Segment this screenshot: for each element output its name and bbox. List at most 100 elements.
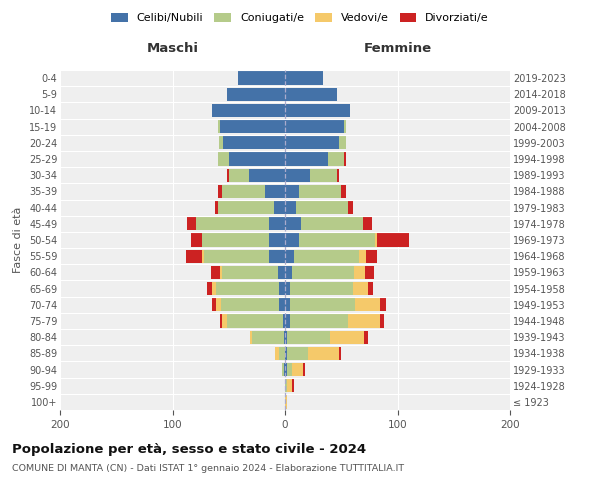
Bar: [285, 185, 299, 198]
Bar: [284, 330, 285, 344]
Bar: [212, 104, 285, 117]
Bar: [285, 201, 348, 214]
Bar: [285, 88, 337, 101]
Bar: [285, 234, 375, 246]
Bar: [202, 250, 285, 263]
Bar: [227, 88, 285, 101]
Bar: [250, 330, 285, 344]
Bar: [285, 104, 350, 117]
Bar: [280, 282, 285, 295]
Bar: [285, 298, 355, 312]
Bar: [275, 346, 285, 360]
Bar: [187, 217, 285, 230]
Bar: [218, 120, 285, 134]
Bar: [285, 152, 328, 166]
Bar: [285, 330, 330, 344]
Bar: [285, 266, 374, 279]
Bar: [285, 314, 380, 328]
Bar: [229, 168, 285, 182]
Bar: [285, 136, 346, 149]
Bar: [222, 314, 285, 328]
Bar: [196, 217, 285, 230]
Text: Popolazione per età, sesso e stato civile - 2024: Popolazione per età, sesso e stato civil…: [12, 442, 366, 456]
Bar: [285, 266, 353, 279]
Bar: [285, 88, 337, 101]
Bar: [212, 282, 285, 295]
Bar: [285, 250, 377, 263]
Bar: [208, 282, 285, 295]
Bar: [285, 72, 323, 85]
Y-axis label: Fasce di età: Fasce di età: [13, 207, 23, 273]
Bar: [285, 217, 362, 230]
Bar: [212, 104, 285, 117]
Bar: [278, 266, 285, 279]
Bar: [269, 234, 285, 246]
Bar: [238, 72, 285, 85]
Bar: [285, 185, 346, 198]
Legend: Celibi/Nubili, Coniugati/e, Vedovi/e, Divorziati/e: Celibi/Nubili, Coniugati/e, Vedovi/e, Di…: [107, 8, 493, 28]
Bar: [285, 168, 339, 182]
Bar: [249, 168, 285, 182]
Bar: [227, 168, 285, 182]
Bar: [285, 217, 362, 230]
Bar: [202, 234, 285, 246]
Bar: [285, 250, 359, 263]
Bar: [227, 88, 285, 101]
Bar: [285, 168, 310, 182]
Bar: [229, 168, 285, 182]
Bar: [285, 168, 337, 182]
Text: Maschi: Maschi: [146, 42, 199, 56]
Bar: [218, 152, 285, 166]
Bar: [275, 346, 285, 360]
Bar: [221, 298, 285, 312]
Bar: [218, 136, 285, 149]
Bar: [285, 88, 337, 101]
Bar: [269, 250, 285, 263]
Bar: [212, 298, 285, 312]
Bar: [218, 152, 285, 166]
Bar: [285, 152, 346, 166]
Bar: [238, 72, 285, 85]
Bar: [212, 104, 285, 117]
Bar: [253, 330, 285, 344]
Bar: [285, 234, 377, 246]
Bar: [285, 201, 348, 214]
Bar: [220, 120, 285, 134]
Bar: [250, 330, 285, 344]
Bar: [285, 120, 346, 134]
Bar: [285, 330, 287, 344]
Bar: [227, 88, 285, 101]
Bar: [285, 152, 343, 166]
Bar: [285, 136, 339, 149]
Bar: [285, 266, 365, 279]
Bar: [281, 363, 285, 376]
Bar: [285, 266, 292, 279]
Bar: [285, 217, 371, 230]
Bar: [269, 217, 285, 230]
Bar: [285, 120, 346, 134]
Bar: [285, 314, 384, 328]
Bar: [285, 363, 287, 376]
Bar: [285, 234, 409, 246]
Bar: [285, 234, 299, 246]
Bar: [285, 282, 353, 295]
Bar: [285, 298, 290, 312]
Bar: [285, 282, 368, 295]
Bar: [285, 136, 346, 149]
Bar: [285, 201, 353, 214]
Bar: [285, 185, 341, 198]
Bar: [285, 104, 350, 117]
Bar: [285, 314, 348, 328]
Bar: [285, 346, 287, 360]
Bar: [285, 88, 337, 101]
Bar: [285, 330, 364, 344]
Bar: [285, 396, 287, 408]
Bar: [285, 250, 366, 263]
Bar: [285, 396, 287, 408]
Bar: [218, 136, 285, 149]
Bar: [285, 298, 386, 312]
Bar: [281, 363, 285, 376]
Bar: [265, 185, 285, 198]
Bar: [285, 136, 346, 149]
Bar: [218, 136, 285, 149]
